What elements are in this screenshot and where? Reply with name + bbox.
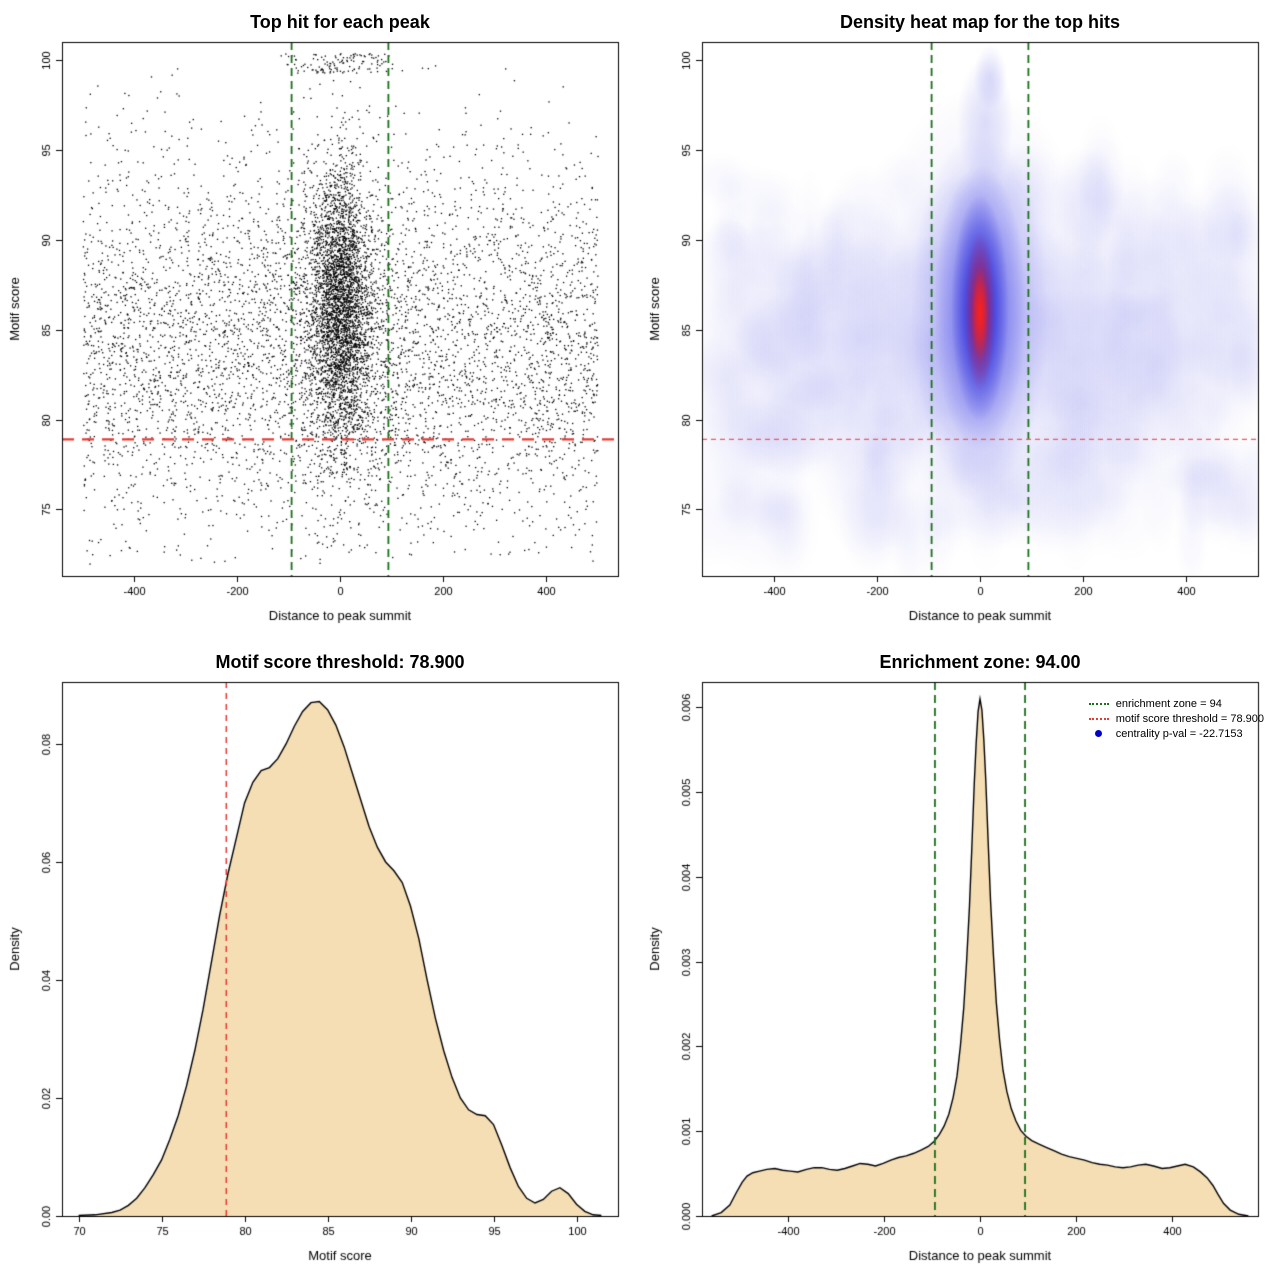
chart-title: Top hit for each peak [250, 12, 430, 32]
legend: enrichment zone = 94 motif score thresho… [1087, 696, 1264, 741]
summit-distance-density-canvas [640, 674, 1280, 1274]
legend-label: enrichment zone = 94 [1115, 697, 1222, 710]
legend-label: motif score threshold = 78.900 [1115, 712, 1264, 725]
dotted-red-line-icon [1087, 714, 1111, 724]
chart-title: Density heat map for the top hits [839, 12, 1121, 32]
chart-title: Enrichment zone: 94.00 [879, 652, 1081, 672]
legend-label: centrality p-val = -22.7153 [1115, 727, 1243, 740]
blue-dot-icon [1087, 729, 1111, 739]
panel-density-heatmap: Density heat map for the top hits [640, 0, 1280, 640]
scatter-plot-canvas [0, 34, 640, 634]
panel-summit-distance-density: Enrichment zone: 94.00 enrichment zone =… [640, 640, 1280, 1280]
panel-motif-score-density: Motif score threshold: 78.900 [0, 640, 640, 1280]
motif-score-density-canvas [0, 674, 640, 1274]
legend-item-enrichment-zone: enrichment zone = 94 [1087, 696, 1264, 711]
legend-item-centrality-pval: centrality p-val = -22.7153 [1087, 726, 1264, 741]
chart-title: Motif score threshold: 78.900 [215, 652, 465, 672]
heatmap-canvas [640, 34, 1280, 634]
panel-scatter-top-hits: Top hit for each peak [0, 0, 640, 640]
legend-item-motif-threshold: motif score threshold = 78.900 [1087, 711, 1264, 726]
dotted-green-line-icon [1087, 699, 1111, 709]
